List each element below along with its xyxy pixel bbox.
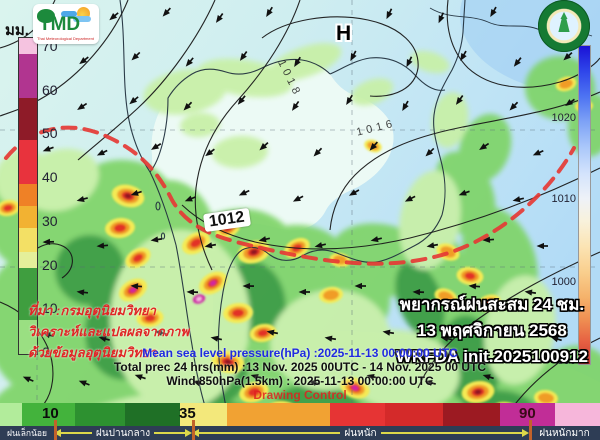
tmd-logo-subtext: Thai Meteorological Department xyxy=(37,36,94,41)
forecast-title-line: พยากรณ์ฝนสะสม 24 ชม. xyxy=(399,295,585,314)
source-note: ที่มา :กรมอุตุนิยมวิทยา วิเคราะห์และแปลผ… xyxy=(28,300,189,363)
legend-scale-segment xyxy=(125,403,180,426)
legend-category-row: ฝนเล็กน้อย ฝนปานกลาง ฝนหนัก ฝนหนักมาก xyxy=(0,420,600,440)
tmd-logo-cloud-icon xyxy=(61,11,77,17)
left-colorbar-segment xyxy=(19,54,37,98)
left-colorbar-tick: 30 xyxy=(42,212,58,229)
left-colorbar-segment xyxy=(19,228,37,252)
legend-category-2: ฝนหนัก xyxy=(192,426,529,440)
pressure-colorbar-tick: 1010 xyxy=(551,193,576,205)
legend-scale-value: 35 xyxy=(179,405,196,422)
legend-category-1: ฝนปานกลาง xyxy=(54,426,192,440)
legend-scale-segment xyxy=(443,403,500,426)
left-colorbar-segment xyxy=(19,184,37,206)
forecast-date-line: 13 พฤศจิกายน 2568 xyxy=(417,321,567,340)
seal-pagoda-icon xyxy=(558,12,570,32)
left-colorbar-segment xyxy=(19,252,37,268)
arrow-icon xyxy=(522,429,529,437)
source-note-line: ด้วยข้อมูลอุตุนิยมวิทยา xyxy=(28,345,157,360)
legend-divider xyxy=(192,420,195,440)
left-colorbar-segment xyxy=(19,206,37,228)
legend-color-scale xyxy=(0,403,600,426)
left-colorbar-tick: 10 xyxy=(42,300,58,317)
right-pressure-colorbar xyxy=(578,45,591,365)
tmd-logo-cloud-icon xyxy=(73,16,91,22)
arrow-icon xyxy=(192,429,199,437)
department-seal xyxy=(538,0,590,52)
left-colorbar-unit: มม. xyxy=(5,22,29,39)
left-colorbar-tick: 0 xyxy=(42,343,50,360)
wind-valid-time: Wind 850hPa(1.5km) : 2025-11-13 00:00:00… xyxy=(166,374,434,388)
left-colorbar-tick: 40 xyxy=(42,169,58,186)
arrow-icon xyxy=(185,429,192,437)
legend-scale-segment xyxy=(330,403,385,426)
footer-stamp: Mean sea level pressure(hPa) :2025-11-13… xyxy=(0,346,600,402)
tmd-logo: TMD Thai Meteorological Department xyxy=(33,4,99,44)
arrow-icon xyxy=(380,432,522,434)
watermark: Drawing Control xyxy=(253,388,347,402)
tmd-logo-tree-icon xyxy=(37,9,55,23)
legend-category-label: ฝนหนักมาก xyxy=(539,427,590,439)
legend-scale-segment xyxy=(22,403,75,426)
legend-scale-segment xyxy=(0,403,22,426)
precip-period: Total prec 24 hrs(mm) :13 Nov. 2025 00UT… xyxy=(113,360,487,374)
high-pressure-label: H xyxy=(336,22,352,45)
legend-category-label: ฝนปานกลาง xyxy=(95,427,151,439)
model-init-line: WRFDA init.2025100912 xyxy=(395,347,588,366)
forecast-title: พยากรณ์ฝนสะสม 24 ชม. 13 พฤศจิกายน 2568 W… xyxy=(396,292,588,370)
legend-category-0: ฝนเล็กน้อย xyxy=(0,426,54,440)
left-colorbar-segment xyxy=(19,38,37,54)
pressure-colorbar-tick: 990 xyxy=(557,355,576,367)
left-colorbar-segment xyxy=(19,268,37,320)
arrow-icon xyxy=(54,429,61,437)
arrow-icon xyxy=(61,432,92,434)
legend-scale-segment xyxy=(75,403,125,426)
legend-scale-segment xyxy=(500,403,555,426)
legend-scale-segment xyxy=(180,403,227,426)
left-colorbar-segment xyxy=(19,320,37,354)
arrow-icon xyxy=(154,432,185,434)
left-colorbar-segment xyxy=(19,140,37,184)
left-colorbar-tick: 50 xyxy=(42,125,58,142)
legend-scale-segment xyxy=(227,403,330,426)
tmd-logo-text: TMD xyxy=(39,14,81,35)
legend-scale-value: 10 xyxy=(42,405,59,422)
monsoon-trough-line xyxy=(4,125,576,266)
source-note-line: วิเคราะห์และแปลผลจากภาพ xyxy=(28,324,190,339)
left-colorbar-tick: 20 xyxy=(42,256,58,273)
left-colorbar-tick: 60 xyxy=(42,81,58,98)
left-colorbar-segment xyxy=(19,98,37,140)
legend-category-label: ฝนหนัก xyxy=(344,427,377,439)
legend-scale-segment xyxy=(385,403,443,426)
legend-scale-value: 90 xyxy=(519,405,536,422)
legend-divider xyxy=(529,420,532,440)
pressure-colorbar-tick: 1000 xyxy=(551,276,576,288)
source-note-line: ที่มา :กรมอุตุนิยมวิทยา xyxy=(28,303,156,318)
legend-category-3: ฝนหนักมาก xyxy=(529,426,600,440)
pressure-colorbar-tick: 1020 xyxy=(551,112,576,124)
mslp-valid-time: Mean sea level pressure(hPa) :2025-11-13… xyxy=(142,346,458,360)
left-colorbar xyxy=(18,37,38,355)
rain-intensity-legend: ฝนเล็กน้อย ฝนปานกลาง ฝนหนัก ฝนหนักมาก xyxy=(0,403,600,440)
arrow-icon xyxy=(199,432,341,434)
legend-category-label: ฝนเล็กน้อย xyxy=(7,428,47,438)
legend-divider xyxy=(54,420,57,440)
legend-scale-segment xyxy=(555,403,600,426)
